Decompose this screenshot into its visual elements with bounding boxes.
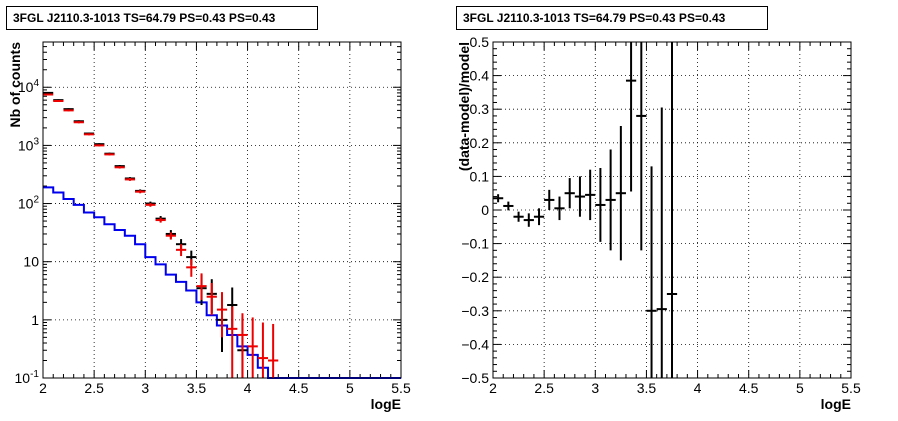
x-tick-label: 5 [346, 380, 354, 396]
x-tick-label: 4 [244, 380, 252, 396]
x-tick-label: 2.5 [534, 380, 554, 396]
x-tick-label: 2 [489, 380, 497, 396]
residuals-chart-title: 3FGL J2110.3-1013 TS=64.79 PS=0.43 PS=0.… [456, 6, 768, 30]
x-tick-label: 3.5 [187, 380, 207, 396]
y-tick-label: 0.1 [470, 168, 490, 184]
y-axis-label: (data-model)/model [456, 42, 472, 171]
data-point [114, 166, 125, 169]
data-point [227, 306, 238, 378]
data-point [145, 203, 156, 207]
data-point [216, 292, 228, 338]
x-tick-label: 5 [796, 380, 804, 396]
y-tick-label: 0.5 [470, 34, 490, 50]
data-point [43, 91, 54, 94]
data-point [257, 322, 269, 378]
x-tick-label: 3 [591, 380, 599, 396]
data-point [247, 317, 258, 378]
y-tick-label: 0.3 [470, 101, 490, 117]
data-point [53, 100, 64, 103]
plot-frame [42, 41, 402, 379]
data-point [533, 208, 545, 226]
y-tick-label: −0.5 [461, 370, 489, 386]
data-point [564, 178, 575, 209]
y-tick-label: 0 [481, 202, 489, 218]
data-point [523, 213, 534, 227]
counts-chart-title: 3FGL J2110.3-1013 TS=64.79 PS=0.43 PS=0.… [6, 6, 318, 30]
x-tick-label: 5.5 [391, 380, 411, 396]
data-point [43, 93, 54, 96]
y-axis-label: Nb of counts [7, 42, 23, 128]
data-point [636, 42, 647, 251]
data-point [503, 201, 514, 211]
plot-frame [492, 41, 852, 379]
data-point [196, 273, 207, 300]
data-point [268, 323, 279, 378]
x-axis-label: logE [821, 396, 851, 412]
y-tick-label: 103 [18, 136, 40, 153]
data-point [124, 178, 136, 181]
x-tick-label: 4 [694, 380, 702, 396]
data-point [544, 189, 555, 210]
data-point [595, 168, 606, 242]
y-tick-label: −0.4 [461, 336, 489, 352]
data-point [666, 42, 678, 378]
x-tick-label: 3 [141, 380, 149, 396]
data-point [94, 144, 105, 147]
data-point [625, 42, 637, 192]
y-tick-label: −0.1 [461, 236, 489, 252]
x-tick-label: 4.5 [289, 380, 309, 396]
x-tick-label: 2.5 [84, 380, 104, 396]
y-tick-label: 0.4 [470, 68, 490, 84]
data-point [83, 133, 95, 136]
data-point [63, 109, 74, 112]
data-point [656, 107, 667, 378]
y-tick-label: 0.2 [470, 135, 490, 151]
data-point [104, 153, 115, 156]
data-point [646, 166, 657, 378]
data-point [175, 244, 187, 257]
x-tick-label: 5.5 [841, 380, 861, 396]
data-point [574, 176, 586, 217]
data-point [73, 121, 84, 124]
y-tick-label: 102 [18, 195, 40, 212]
data-point [615, 126, 626, 261]
x-axis-label: logE [371, 396, 401, 412]
data-point [605, 149, 616, 251]
data-point [186, 259, 197, 277]
x-tick-label: 4.5 [739, 380, 759, 396]
data-point [155, 217, 166, 223]
data-point [493, 194, 504, 203]
y-tick-label: 1 [31, 312, 39, 328]
x-tick-label: 3.5 [637, 380, 657, 396]
data-point [135, 190, 146, 194]
data-point [206, 283, 217, 316]
data-point [585, 169, 596, 221]
data-point [237, 313, 248, 378]
data-point [165, 232, 176, 240]
y-tick-label: 10-1 [15, 369, 40, 386]
data-point [554, 196, 565, 221]
y-tick-label: −0.3 [461, 303, 489, 319]
y-tick-label: −0.2 [461, 269, 489, 285]
x-tick-label: 2 [39, 380, 47, 396]
y-tick-label: 10 [23, 254, 39, 270]
data-point [513, 211, 524, 222]
residuals-panel: 2 2.5 3 3.5 4 4.5 5 5.5 −0.5 −0.4 −0.3 −0.2 −0.1 0 0.1… [456, 34, 861, 412]
